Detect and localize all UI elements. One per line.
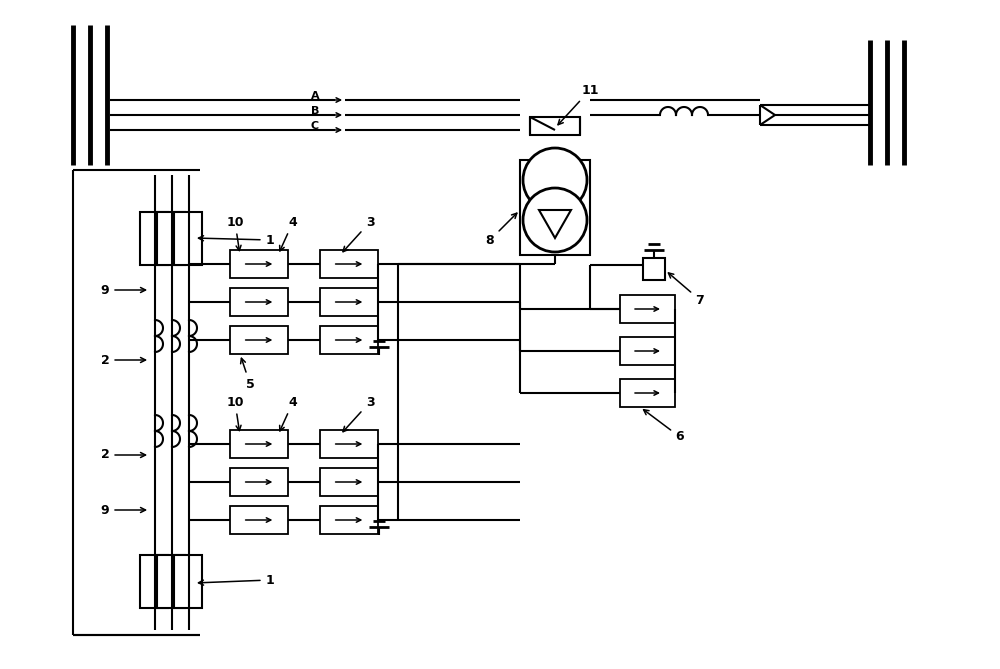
- Text: 4: 4: [280, 215, 297, 251]
- Bar: [174, 212, 202, 265]
- Text: 3: 3: [343, 395, 374, 432]
- Circle shape: [523, 148, 587, 212]
- Text: 2: 2: [101, 448, 146, 462]
- Text: 5: 5: [241, 359, 254, 391]
- Text: 6: 6: [644, 409, 684, 444]
- Text: 7: 7: [668, 273, 704, 306]
- Bar: [230, 506, 288, 534]
- Bar: [320, 468, 378, 496]
- Text: C: C: [311, 121, 319, 131]
- Text: 11: 11: [558, 84, 599, 124]
- Text: 8: 8: [486, 213, 517, 246]
- Text: 2: 2: [101, 353, 146, 367]
- Bar: [230, 468, 288, 496]
- Bar: [157, 555, 185, 608]
- Bar: [320, 326, 378, 354]
- Bar: [230, 430, 288, 458]
- Text: 3: 3: [343, 215, 374, 252]
- Text: B: B: [311, 106, 319, 116]
- Text: 9: 9: [101, 504, 146, 516]
- Text: A: A: [311, 91, 319, 101]
- Bar: [620, 337, 675, 365]
- Bar: [140, 212, 168, 265]
- Bar: [230, 250, 288, 278]
- Bar: [620, 295, 675, 323]
- Circle shape: [523, 188, 587, 252]
- Text: 1: 1: [198, 233, 274, 246]
- Text: 1: 1: [198, 573, 274, 587]
- Bar: [320, 288, 378, 316]
- Text: 9: 9: [101, 284, 146, 296]
- Bar: [620, 379, 675, 407]
- Bar: [230, 326, 288, 354]
- Bar: [320, 506, 378, 534]
- Bar: [140, 555, 168, 608]
- Bar: [643, 258, 665, 280]
- Bar: [320, 430, 378, 458]
- Text: 10: 10: [226, 395, 244, 431]
- Bar: [320, 250, 378, 278]
- Bar: [520, 160, 590, 255]
- Bar: [174, 555, 202, 608]
- Text: 4: 4: [280, 395, 297, 431]
- Bar: [530, 117, 580, 135]
- Bar: [157, 212, 185, 265]
- Text: 10: 10: [226, 215, 244, 251]
- Bar: [230, 288, 288, 316]
